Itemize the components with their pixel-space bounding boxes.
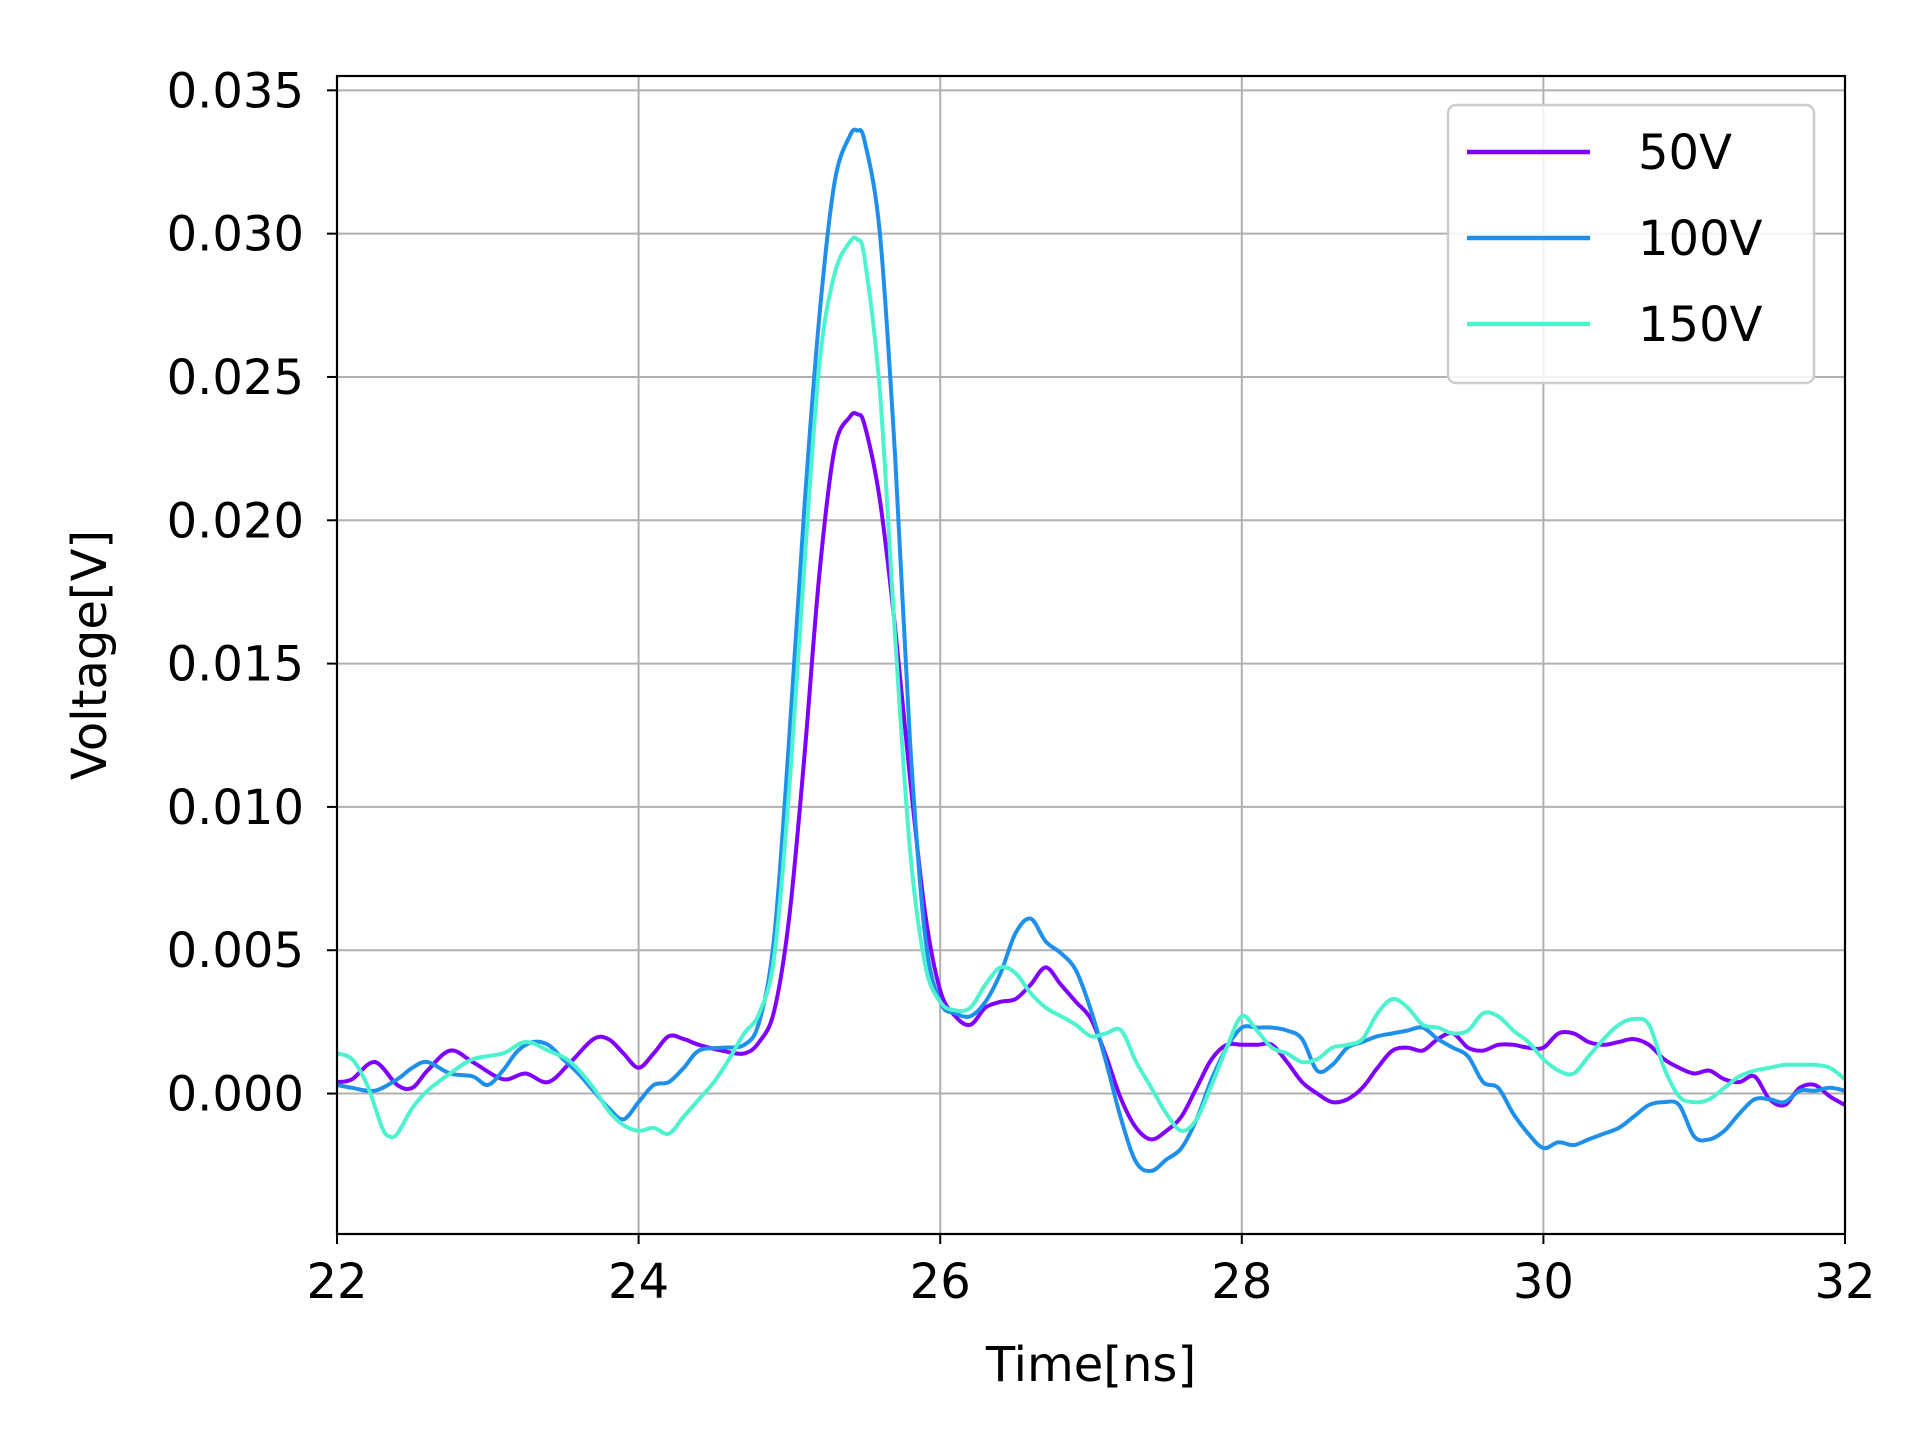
- legend-frame: [1446, 103, 1816, 385]
- x-tick-label: 28: [1211, 1254, 1272, 1310]
- legend-label-50v: 50V: [1638, 125, 1732, 181]
- grid: [336, 76, 1846, 1234]
- y-tick-label: 0.005: [167, 923, 304, 979]
- y-tick-label: 0.025: [167, 350, 304, 406]
- y-tick-label: 0.035: [167, 63, 304, 119]
- y-axis: 0.000 0.005 0.010 0.015 0.020 0.025 0.030 0.035: [167, 63, 337, 1123]
- y-tick-label: 0.020: [167, 493, 304, 549]
- x-tick-label: 24: [608, 1254, 669, 1310]
- x-axis: 22 24 26 28 30 32: [306, 1234, 1876, 1310]
- y-axis-label: Voltage[V]: [62, 530, 118, 780]
- legend: 50V 100V 150V: [1446, 103, 1816, 385]
- series-line-150v: [337, 235, 1845, 1140]
- x-tick-label: 30: [1513, 1254, 1574, 1310]
- series-layer: [337, 127, 1845, 1174]
- x-tick-label: 26: [910, 1254, 971, 1310]
- legend-label-150v: 150V: [1638, 297, 1763, 353]
- series-line-100v: [337, 127, 1845, 1174]
- x-tick-label: 22: [306, 1254, 367, 1310]
- x-axis-label: Time[ns]: [985, 1337, 1196, 1393]
- legend-label-100v: 100V: [1638, 211, 1763, 267]
- y-tick-label: 0.000: [167, 1067, 304, 1123]
- y-tick-label: 0.030: [167, 207, 304, 263]
- x-tick-label: 32: [1814, 1254, 1875, 1310]
- y-tick-label: 0.010: [167, 780, 304, 836]
- y-tick-label: 0.015: [167, 637, 304, 693]
- plot-frame: [335, 74, 1847, 1236]
